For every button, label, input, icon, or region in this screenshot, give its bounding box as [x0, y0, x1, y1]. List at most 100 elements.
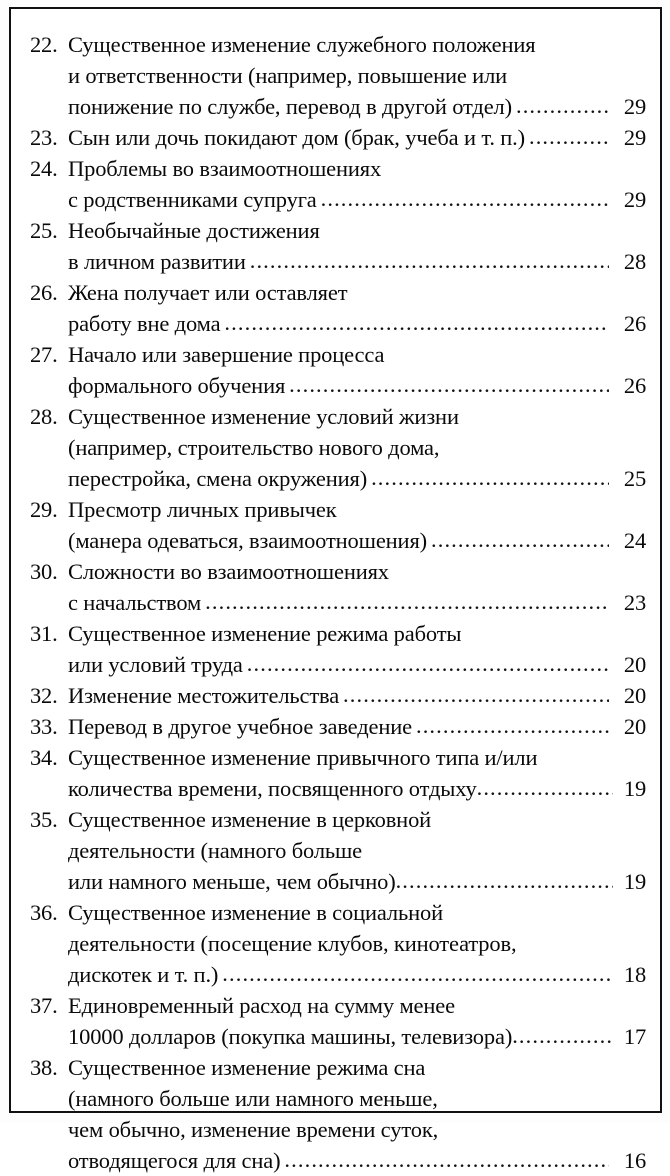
- dot-leader: [371, 462, 609, 493]
- dot-leader: [284, 1144, 609, 1175]
- list-item-text: Начало или завершение процесса: [68, 342, 385, 367]
- dot-leader: [205, 586, 609, 617]
- list-item-line: работу вне дома 26: [30, 308, 646, 339]
- list-item-line: перестройка, смена окружения) 25: [30, 463, 646, 494]
- list-item: 35. Существенное изменение в церковной дея…: [30, 804, 646, 897]
- list-item-text: деятельности (намного больше: [68, 838, 363, 863]
- list-item-text: перестройка, смена окружения): [68, 466, 368, 491]
- list-item-text: Существенное изменение режима сна: [68, 1055, 426, 1080]
- list-item: 28. Существенное изменение условий жизни (…: [30, 401, 646, 494]
- list-item-value: 25: [623, 466, 646, 491]
- list-item-value: 23: [623, 590, 646, 615]
- list-item-value: 19: [623, 776, 646, 801]
- list-item-number: 33.: [30, 714, 58, 739]
- list-item-text: Существенное изменение условий жизни: [68, 404, 459, 429]
- list-item-text: (намного больше или намного меньше,: [68, 1086, 438, 1111]
- list-item-line: 10000 долларов (покупка машины, телевизо…: [30, 1021, 646, 1052]
- list-item-text: Существенное изменение служебного положе…: [68, 32, 536, 57]
- dot-leader: [222, 958, 613, 989]
- list-item: 34. Существенное изменение привычного тип…: [30, 742, 646, 804]
- list-item-text: и ответственности (например, повышение и…: [68, 63, 508, 88]
- list-item-text: в личном развитии: [68, 249, 246, 274]
- stress-scale-list: 22. Существенное изменение служебного пол…: [30, 29, 646, 1173]
- list-item-number: 35.: [30, 807, 58, 832]
- list-item-text: Существенное изменение привычного типа и…: [68, 745, 538, 770]
- list-item-text: отводящегося для сна): [68, 1148, 281, 1173]
- dot-leader: [289, 369, 609, 400]
- list-item-text: чем обычно, изменение времени суток,: [68, 1117, 439, 1142]
- list-item-number: 31.: [30, 621, 58, 646]
- list-item-line: в личном развитии 28: [30, 246, 646, 277]
- list-item-text: Сын или дочь покидают дом (брак, учеба и…: [68, 125, 525, 150]
- list-item-number: 38.: [30, 1055, 58, 1080]
- list-item-text: деятельности (посещение клубов, кинотеат…: [68, 931, 517, 956]
- list-item-value: 20: [623, 714, 646, 739]
- list-item-number: 23.: [30, 125, 58, 150]
- list-item: 26. Жена получает или оставляет работу вне…: [30, 277, 646, 339]
- list-item-value: 29: [623, 94, 646, 119]
- list-item-line: чем обычно, изменение времени суток,: [30, 1114, 646, 1145]
- dot-leader: [416, 710, 609, 741]
- list-item: 32. Изменение местожительства 20: [30, 680, 646, 711]
- list-item-line: 30. Сложности во взаимоотношениях: [30, 556, 646, 587]
- list-item-line: 28. Существенное изменение условий жизни: [30, 401, 646, 432]
- list-item-text: (например, строительство нового дома,: [68, 435, 440, 460]
- list-item: 37. Единовременный расход на сумму менее 1…: [30, 990, 646, 1052]
- list-item-line: 22. Существенное изменение служебного пол…: [30, 29, 646, 60]
- list-item-text: Существенное изменение режима работы: [68, 621, 462, 646]
- list-item: 36. Существенное изменение в социальной де…: [30, 897, 646, 990]
- list-item-line: или условий труда 20: [30, 649, 646, 680]
- list-item-text: понижение по службе, перевод в другой от…: [68, 94, 512, 119]
- list-item-line: с родственниками супруга 29: [30, 184, 646, 215]
- list-item-value: 17: [623, 1024, 646, 1049]
- list-item-line: 36. Существенное изменение в социальной: [30, 897, 646, 928]
- list-item-text: Единовременный расход на сумму менее: [68, 993, 455, 1018]
- list-item: 33. Перевод в другое учебное заведение 20: [30, 711, 646, 742]
- list-item-text: 10000 долларов (покупка машины, телевизо…: [68, 1024, 513, 1049]
- list-item-line: деятельности (намного больше: [30, 835, 646, 866]
- list-item-line: 35. Существенное изменение в церковной: [30, 804, 646, 835]
- dot-leader: [247, 648, 609, 679]
- dot-leader: [396, 865, 613, 896]
- list-item-text: дискотек и т. п.): [68, 962, 219, 987]
- list-item: 24. Проблемы во взаимоотношениях с родстве…: [30, 153, 646, 215]
- list-item: 25. Необычайные достижения в личном развит…: [30, 215, 646, 277]
- dot-leader: [516, 90, 609, 121]
- list-item-value: 24: [623, 528, 646, 553]
- list-item-line: (намного больше или намного меньше,: [30, 1083, 646, 1114]
- list-item-number: 24.: [30, 156, 58, 181]
- list-item-line: 32. Изменение местожительства 20: [30, 680, 646, 711]
- list-item-number: 34.: [30, 745, 58, 770]
- list-item-line: 29. Пресмотр личных привычек: [30, 494, 646, 525]
- list-item-text: формального обучения: [68, 373, 286, 398]
- list-item-line: или намного меньше, чем обычно) 19: [30, 866, 646, 897]
- list-item-line: 26. Жена получает или оставляет: [30, 277, 646, 308]
- list-item-text: Жена получает или оставляет: [68, 280, 348, 305]
- list-item-value: 26: [623, 373, 646, 398]
- list-item-line: и ответственности (например, повышение и…: [30, 60, 646, 91]
- list-item-number: 37.: [30, 993, 58, 1018]
- dot-leader: [477, 772, 613, 803]
- list-item-number: 29.: [30, 497, 58, 522]
- list-item-number: 36.: [30, 900, 58, 925]
- list-item-text: или условий труда: [68, 652, 243, 677]
- scanned-page: 22. Существенное изменение служебного пол…: [0, 0, 670, 1123]
- list-item-line: 34. Существенное изменение привычного тип…: [30, 742, 646, 773]
- list-item-line: 37. Единовременный расход на сумму менее: [30, 990, 646, 1021]
- dot-leader: [529, 121, 609, 152]
- list-item: 22. Существенное изменение служебного пол…: [30, 29, 646, 122]
- list-item-number: 26.: [30, 280, 58, 305]
- list-item-text: количества времени, посвященного отдыху: [68, 776, 477, 801]
- list-item-value: 26: [623, 311, 646, 336]
- list-item-value: 29: [623, 187, 646, 212]
- list-item-line: (например, строительство нового дома,: [30, 432, 646, 463]
- list-item-line: 31. Существенное изменение режима работы: [30, 618, 646, 649]
- list-item: 31. Существенное изменение режима работы и…: [30, 618, 646, 680]
- dot-leader: [512, 1020, 613, 1051]
- list-item-number: 32.: [30, 683, 58, 708]
- list-item-value: 16: [623, 1148, 646, 1173]
- dot-leader: [250, 245, 609, 276]
- list-item-value: 18: [623, 962, 646, 987]
- list-item-line: деятельности (посещение клубов, кинотеат…: [30, 928, 646, 959]
- list-item-text: Необычайные достижения: [68, 218, 320, 243]
